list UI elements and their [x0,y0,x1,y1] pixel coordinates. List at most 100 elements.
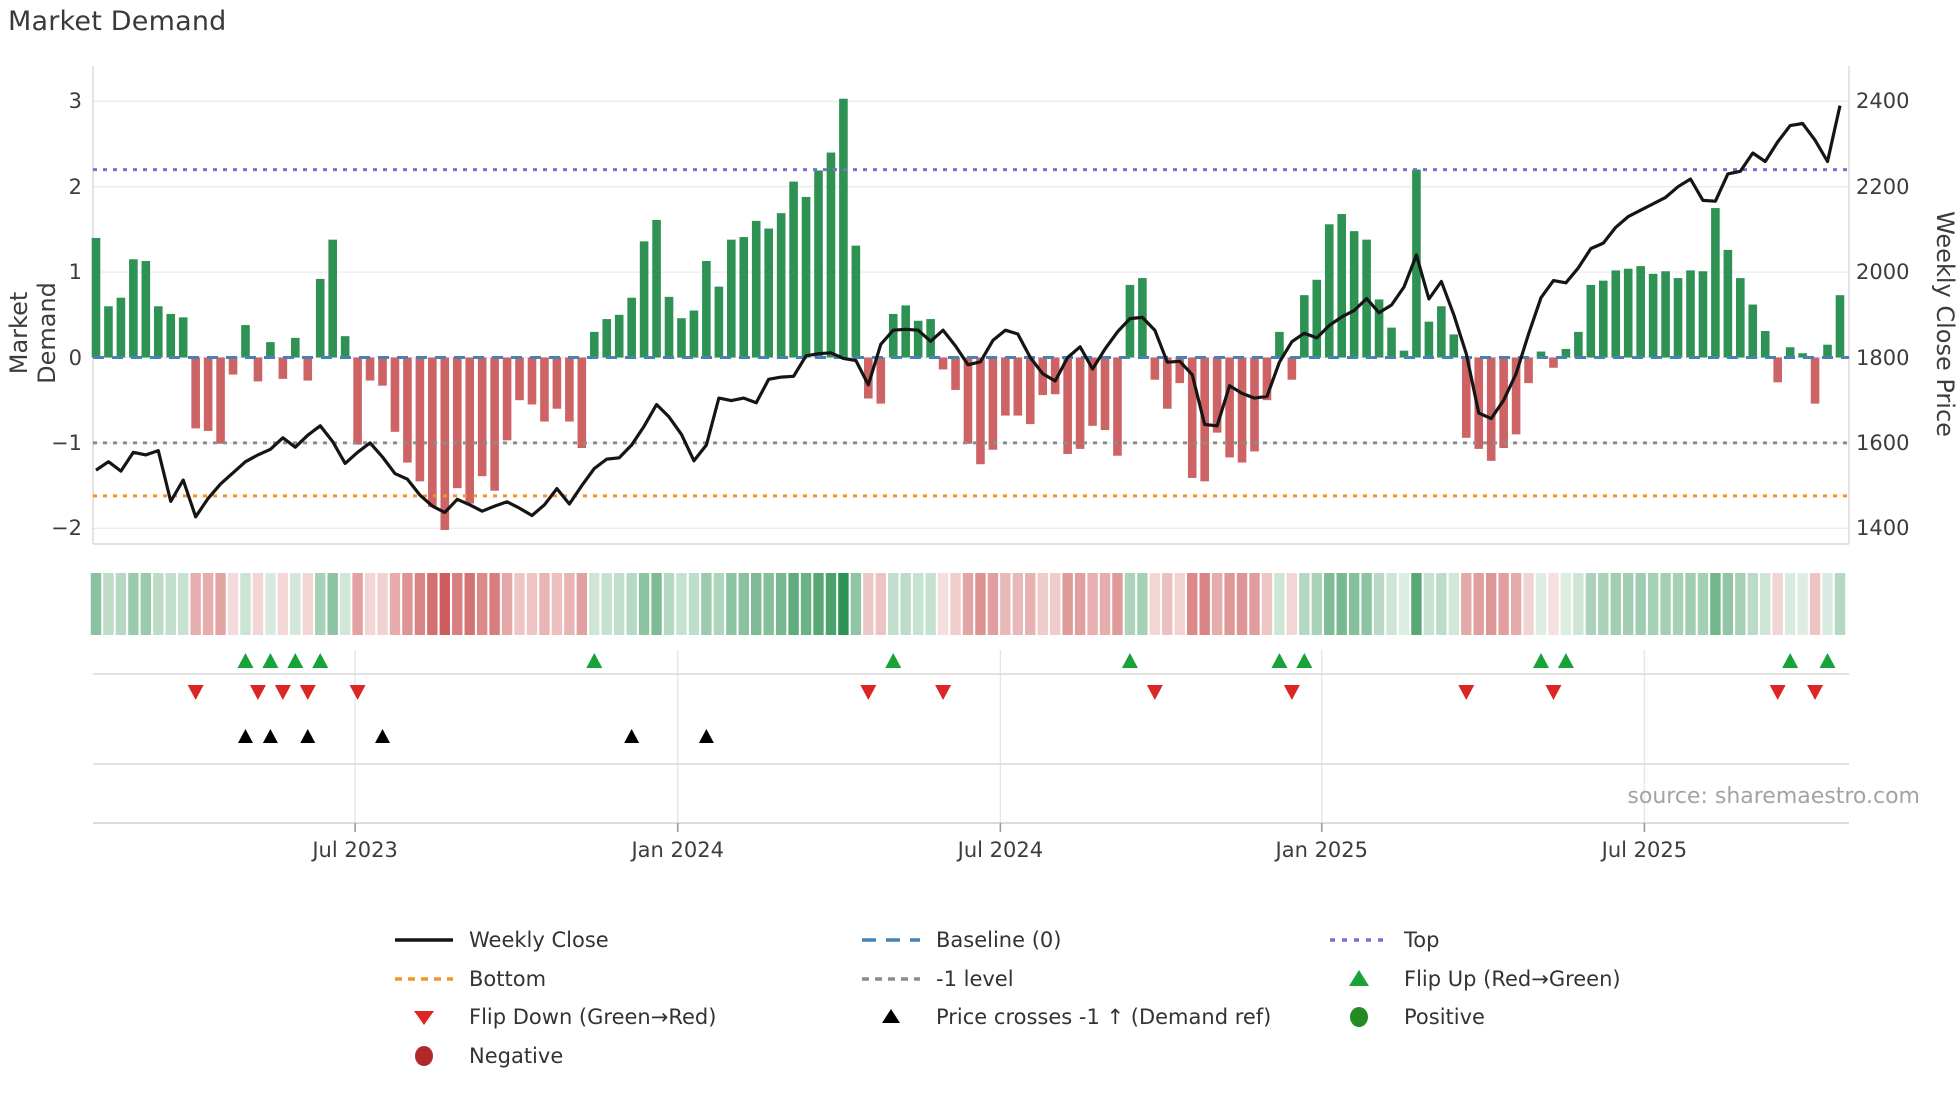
demand-bar [216,357,225,444]
demand-bar [1711,208,1720,358]
demand-bar [378,357,387,386]
negative-icon [415,1045,433,1066]
demand-bar [1312,279,1322,358]
demand-bar [1437,306,1446,358]
heatmap-cell [252,573,264,635]
demand-bar [1187,357,1197,478]
heatmap-cell [1249,573,1260,635]
heatmap-cell [613,573,625,635]
heatmap-cell [1199,573,1210,635]
page-title: Market Demand [8,6,227,37]
right-axis-title: Weekly Close Price [1931,211,1959,437]
demand-bar [266,342,275,358]
heatmap-cell [1236,573,1248,635]
heatmap-cell [202,573,214,635]
heatmap-cell [1598,573,1609,635]
heatmap-cell [1137,573,1148,635]
flip-up-marker [1121,653,1138,668]
demand-bar [1686,270,1695,358]
flip-up-marker [586,653,603,668]
demand-bar [1387,327,1396,358]
demand-bar [527,357,537,405]
heatmap-cell [1174,573,1185,635]
heatmap-cell [1710,573,1721,635]
heatmap-cell [1448,573,1460,635]
demand-bar [178,317,188,358]
heatmap-cell [1585,573,1597,635]
heatmap-cell [701,573,712,635]
heatmap-cell [501,573,513,635]
heatmap-cell [1722,573,1734,635]
price-cross-marker [698,729,714,743]
demand-bar [751,220,761,358]
legend-item: Negative [393,1041,563,1071]
heatmap-cell [1411,573,1422,635]
heatmap-cell [1610,573,1621,635]
heatmap-cell [1062,573,1073,635]
price-cross-marker [300,729,316,743]
heatmap-cell [1373,573,1385,635]
legend-item: Price crosses -1 ↑ (Demand ref) [860,1002,1271,1032]
legend-label: Bottom [469,966,547,991]
heatmap-cell [1112,573,1123,635]
flip-up-marker [262,653,279,668]
flip-down-marker [860,685,877,700]
demand-bar [888,313,898,358]
heatmap-cell [638,573,650,635]
flip-down-marker [1545,685,1562,700]
heatmap-cell [1660,573,1671,635]
heatmap-cell [140,573,152,635]
flip-up-marker [885,653,902,668]
demand-bar [191,357,200,429]
demand-bar [1050,357,1060,395]
demand-bar [1324,224,1334,358]
heatmap-cell [339,573,351,635]
heatmap-cell [302,573,313,635]
demand-bar [1063,357,1072,455]
demand-bar [1598,280,1608,358]
heatmap-cell [389,573,401,635]
demand-bar [452,357,462,489]
heatmap-cell [1286,573,1298,635]
legend-item: Positive [1328,1002,1485,1032]
heatmap-cell [1074,573,1086,635]
demand-bar [876,357,886,404]
heatmap-cell [190,573,201,635]
demand-bar [864,357,873,399]
legend-item: Flip Up (Red→Green) [1328,964,1621,994]
heatmap-cell [128,573,139,635]
demand-bar [1736,278,1745,358]
demand-bar [627,297,636,358]
demand-bar [702,260,711,358]
demand-bar [1524,357,1533,384]
demand-bar [689,310,699,358]
demand-bar [1536,351,1546,358]
demand-bar [1125,284,1135,358]
demand-bar [1163,357,1172,409]
demand-bar [677,318,686,358]
heatmap-cell [476,573,488,635]
demand-bar [1237,357,1247,463]
flip-down-icon [414,1011,434,1025]
flip-down-marker [274,685,291,700]
weekly-close-line-icon [395,938,453,942]
y-axis-tick-label: −1 [51,430,82,455]
flip-up-marker [1782,653,1799,668]
demand-bar [814,170,823,358]
heatmap-cell [215,573,226,635]
heatmap-cell [1685,573,1696,635]
minus1-line-icon [862,976,920,981]
heatmap-cell [1523,573,1534,635]
x-axis-tick-label: Jan 2024 [631,838,724,862]
heatmap-cell [800,573,812,635]
price-axis-tick-label: 1400 [1856,516,1910,541]
y-axis-tick-label: 1 [68,260,82,285]
heatmap-cell [763,573,774,635]
demand-bar [465,357,475,504]
heatmap-cell [651,573,662,635]
legend-item: Bottom [393,964,546,994]
heatmap-cell [813,573,824,635]
demand-bar [1474,357,1484,449]
heatmap-cell [1784,573,1796,635]
demand-bar [776,213,786,358]
